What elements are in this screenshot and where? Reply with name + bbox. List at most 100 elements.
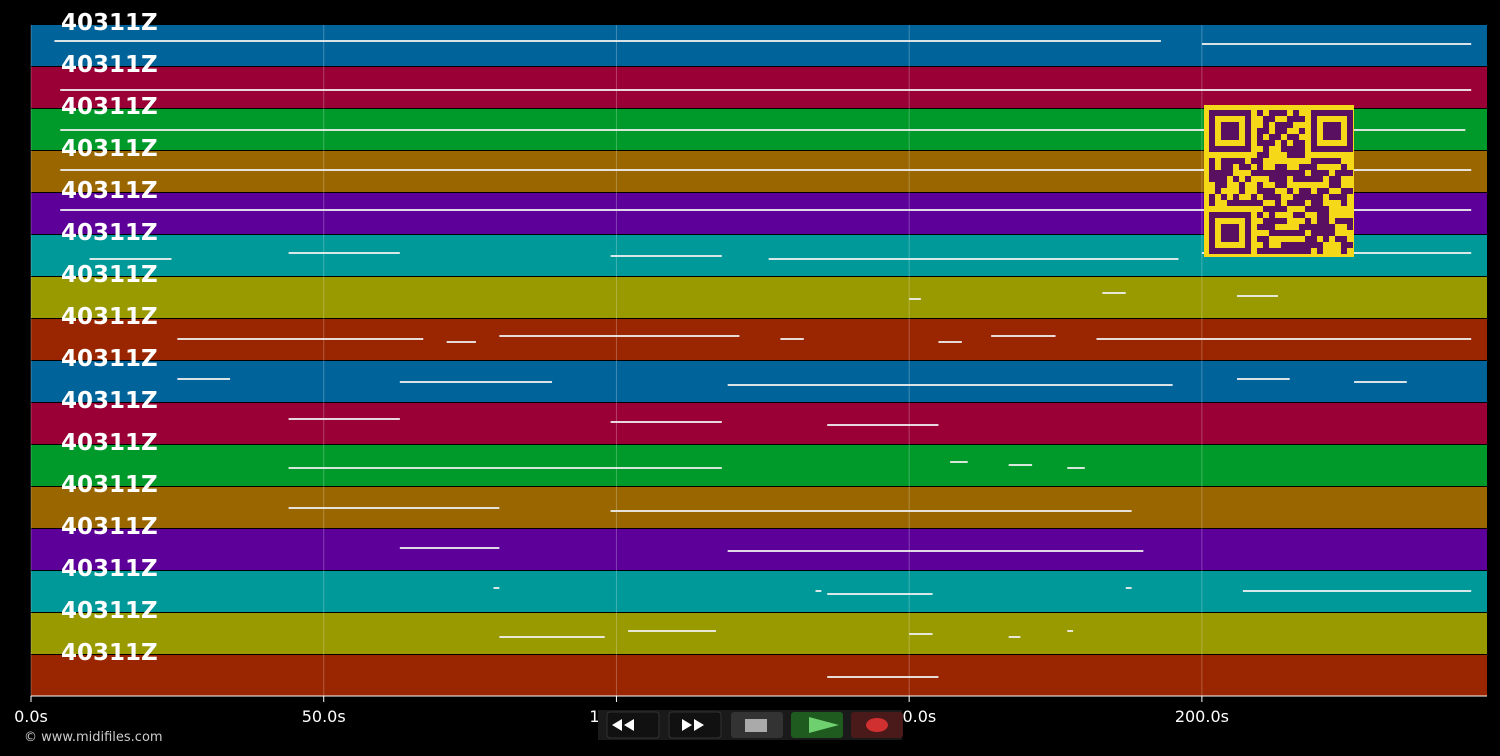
qr-cell	[1281, 176, 1287, 182]
qr-cell	[1269, 140, 1275, 146]
qr-cell	[1263, 116, 1269, 122]
rewind-button[interactable]	[606, 711, 660, 739]
note	[1237, 378, 1290, 380]
qr-cell	[1311, 158, 1317, 164]
qr-cell	[1305, 218, 1311, 224]
qr-cell	[1299, 242, 1305, 248]
note	[177, 338, 424, 340]
qr-cell	[1233, 176, 1239, 182]
qr-cell	[1299, 164, 1305, 170]
note	[950, 461, 968, 463]
qr-cell	[1299, 248, 1305, 254]
track-lane	[31, 445, 1487, 486]
qr-cell	[1257, 248, 1263, 254]
note	[60, 169, 1472, 171]
note	[628, 630, 716, 632]
qr-cell	[1341, 218, 1347, 224]
qr-cell	[1257, 158, 1263, 164]
qr-cell	[1293, 242, 1299, 248]
qr-cell	[1323, 212, 1329, 218]
qr-cell	[1287, 230, 1293, 236]
qr-cell	[1209, 200, 1215, 206]
note	[1354, 381, 1407, 383]
qr-cell	[1299, 212, 1305, 218]
qr-cell	[1293, 170, 1299, 176]
qr-cell	[1263, 236, 1269, 242]
qr-cell	[1311, 176, 1317, 182]
record-button[interactable]	[851, 712, 903, 738]
notes	[54, 40, 1472, 678]
track-label: 40311Z	[61, 514, 158, 540]
note	[288, 507, 500, 509]
qr-cell	[1323, 236, 1329, 242]
qr-cell	[1257, 212, 1263, 218]
qr-cell	[1275, 206, 1281, 212]
qr-cell	[1335, 236, 1341, 242]
qr-cell	[1305, 176, 1311, 182]
copyright: © www.midifiles.com	[24, 730, 163, 745]
play-button[interactable]	[791, 712, 843, 738]
qr-cell	[1311, 224, 1317, 230]
stop-button[interactable]	[731, 712, 783, 738]
note	[727, 550, 1144, 552]
qr-cell	[1287, 188, 1293, 194]
qr-cell	[1257, 152, 1263, 158]
qr-cell	[1299, 128, 1305, 134]
qr-cell	[1311, 164, 1317, 170]
qr-cell	[1227, 158, 1233, 164]
qr-cell	[1275, 122, 1281, 128]
qr-cell	[1341, 200, 1347, 206]
note	[493, 587, 500, 589]
qr-cell	[1305, 242, 1311, 248]
qr-cell	[1317, 212, 1323, 218]
qr-cell	[1263, 140, 1269, 146]
forward-button[interactable]	[668, 711, 722, 739]
qr-cell	[1311, 236, 1317, 242]
note	[1201, 43, 1472, 45]
track-lane	[31, 655, 1487, 696]
qr-cell	[1299, 116, 1305, 122]
qr-cell	[1269, 176, 1275, 182]
qr-cell	[1299, 188, 1305, 194]
qr-cell	[1275, 128, 1281, 134]
qr-cell	[1329, 158, 1335, 164]
qr-cell	[1281, 182, 1287, 188]
track-label: 40311Z	[61, 472, 158, 498]
qr-cell	[1263, 224, 1269, 230]
qr-cell	[1239, 200, 1245, 206]
qr-cell	[1239, 182, 1245, 188]
qr-cell	[1257, 128, 1263, 134]
qr-cell	[1275, 170, 1281, 176]
qr-cell	[1287, 200, 1293, 206]
qr-cell	[1269, 170, 1275, 176]
qr-cell	[1257, 182, 1263, 188]
qr-cell	[1335, 194, 1341, 200]
qr-cell	[1227, 164, 1233, 170]
qr-cell	[1257, 224, 1263, 230]
qr-cell	[1257, 236, 1263, 242]
qr-cell	[1269, 206, 1275, 212]
qr-finder	[1221, 224, 1239, 242]
qr-cell	[1305, 188, 1311, 194]
qr-cell	[1287, 146, 1293, 152]
qr-cell	[1287, 248, 1293, 254]
qr-cell	[1215, 182, 1221, 188]
track-label: 40311Z	[61, 94, 158, 120]
qr-cell	[1293, 140, 1299, 146]
x-tick-label: 200.0s	[1175, 707, 1229, 726]
qr-cell	[1341, 236, 1347, 242]
qr-cell	[1275, 182, 1281, 188]
qr-cell	[1317, 158, 1323, 164]
qr-cell	[1317, 206, 1323, 212]
qr-cell	[1239, 158, 1245, 164]
qr-cell	[1287, 116, 1293, 122]
qr-cell	[1341, 164, 1347, 170]
track-label: 40311Z	[61, 598, 158, 624]
qr-cell	[1269, 230, 1275, 236]
note	[288, 467, 722, 469]
qr-cell	[1347, 218, 1353, 224]
qr-cell	[1323, 230, 1329, 236]
qr-cell	[1263, 206, 1269, 212]
qr-cell	[1305, 194, 1311, 200]
